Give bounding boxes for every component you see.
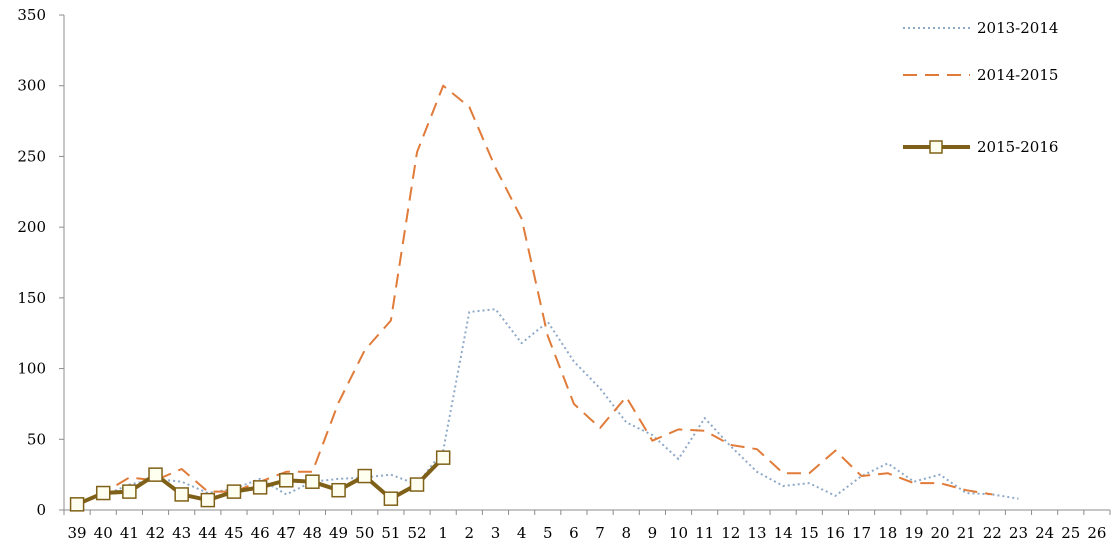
legend: 2013-2014 2014-2015 2015-2016 <box>903 19 1058 156</box>
y-tick-label: 300 <box>17 77 46 95</box>
x-tick-label: 40 <box>94 524 113 542</box>
x-tick-label: 3 <box>491 524 501 542</box>
data-point-2015-2016 <box>331 482 346 498</box>
data-point-2015-2016 <box>435 450 451 465</box>
data-point-2015-2016 <box>409 477 425 492</box>
series-line-2014-2015 <box>76 84 993 506</box>
x-tick-label: 19 <box>904 524 923 542</box>
data-point-2015-2016 <box>95 485 111 501</box>
x-tick-label: 52 <box>407 524 426 542</box>
data-point-2015-2016 <box>148 467 163 482</box>
x-tick-label: 7 <box>595 524 605 542</box>
data-point-2015-2016 <box>122 484 137 499</box>
x-tick-label: 20 <box>930 524 949 542</box>
x-tick-label: 6 <box>569 524 579 542</box>
data-point-2015-2016 <box>69 497 85 512</box>
x-tick-label: 24 <box>1035 524 1054 542</box>
series-2014-2015 <box>76 84 993 506</box>
x-tick-label: 14 <box>774 524 793 542</box>
x-tick-label: 26 <box>1087 524 1106 542</box>
x-tick-label: 2 <box>465 524 475 542</box>
x-tick-label: 12 <box>721 524 740 542</box>
x-tick-label: 50 <box>355 524 374 542</box>
x-tick-label: 21 <box>957 524 976 542</box>
data-point-2015-2016 <box>226 484 242 499</box>
y-tick-label: 200 <box>17 218 46 236</box>
legend-marker-2015-2016 <box>929 140 943 154</box>
data-point-2015-2016 <box>252 480 268 495</box>
x-tick-label: 41 <box>120 524 139 542</box>
legend-item-2015-2016: 2015-2016 <box>903 138 1058 156</box>
legend-label-2014-2015: 2014-2015 <box>977 66 1058 84</box>
x-tick-label: 9 <box>648 524 658 542</box>
y-tick-label: 100 <box>17 360 46 378</box>
legend-label-2013-2014: 2013-2014 <box>977 19 1058 37</box>
data-point-2015-2016 <box>174 487 189 502</box>
x-tick-label: 44 <box>198 524 217 542</box>
data-point-2015-2016 <box>279 473 294 488</box>
x-tick-label: 15 <box>800 524 819 542</box>
series-lines <box>69 84 1019 512</box>
x-tick-label: 10 <box>669 524 688 542</box>
x-tick-label: 16 <box>826 524 845 542</box>
x-tick-label: 42 <box>146 524 165 542</box>
data-point-2015-2016 <box>200 492 216 508</box>
y-tick-label: 0 <box>36 501 46 519</box>
y-tick-label: 50 <box>27 430 46 448</box>
x-tick-label: 48 <box>303 524 322 542</box>
x-tick-label: 45 <box>224 524 243 542</box>
x-tick-label: 8 <box>621 524 631 542</box>
y-tick-label: 250 <box>17 147 46 165</box>
y-tick-label: 350 <box>17 6 46 24</box>
x-tick-label: 25 <box>1061 524 1080 542</box>
x-tick-label: 47 <box>277 524 296 542</box>
x-tick-label: 22 <box>983 524 1002 542</box>
legend-item-2014-2015: 2014-2015 <box>903 66 1058 84</box>
x-tick-label: 43 <box>172 524 191 542</box>
x-tick-label: 5 <box>543 524 553 542</box>
x-tick-label: 46 <box>251 524 270 542</box>
data-point-2015-2016 <box>305 474 320 489</box>
x-tick-label: 17 <box>852 524 871 542</box>
x-tick-label: 23 <box>1009 524 1028 542</box>
x-tick-label: 1 <box>438 524 448 542</box>
x-tick-label: 49 <box>329 524 348 542</box>
x-tick-label: 18 <box>878 524 897 542</box>
y-tick-label: 150 <box>17 289 46 307</box>
series-2015-2016 <box>69 450 451 512</box>
data-point-2015-2016 <box>383 491 399 506</box>
x-tick-label: 13 <box>747 524 766 542</box>
x-tick-label: 4 <box>517 524 527 542</box>
data-point-2015-2016 <box>357 468 372 484</box>
legend-item-2013-2014: 2013-2014 <box>903 19 1058 37</box>
x-tick-label: 11 <box>695 524 714 542</box>
x-tick-label: 51 <box>381 524 400 542</box>
x-tick-label: 39 <box>68 524 87 542</box>
legend-label-2015-2016: 2015-2016 <box>977 138 1058 156</box>
